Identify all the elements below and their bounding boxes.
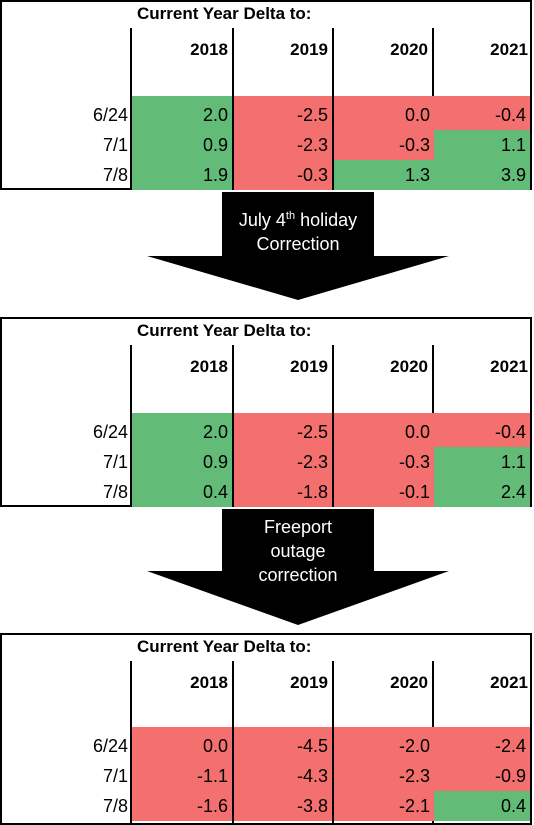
- year-header: 2021: [490, 40, 528, 59]
- year-header: 2019: [290, 357, 328, 376]
- value-cell: 0.0: [334, 413, 434, 447]
- value-cell: 0.9: [132, 447, 232, 477]
- value-cell: 1.9: [132, 160, 232, 190]
- value-cell: -0.1: [334, 477, 434, 507]
- row-label: 7/1: [102, 766, 128, 786]
- year-header: 2021: [490, 673, 528, 692]
- value-cell: -3.8: [234, 791, 332, 821]
- year-header: 2018: [190, 40, 228, 59]
- row-label: 7/1: [102, 135, 128, 155]
- value-cell: -0.3: [234, 160, 332, 190]
- value-cell: -2.4: [434, 727, 530, 761]
- arrow-down-icon: [147, 509, 449, 625]
- value-cell: 1.1: [434, 447, 530, 477]
- row-label: 6/24: [92, 422, 128, 442]
- row-label: 6/24: [92, 105, 128, 125]
- correction-arrow-1: July 4th holiday Correction: [0, 192, 534, 300]
- value-cell: 3.9: [434, 160, 530, 190]
- value-cell: -2.5: [234, 413, 332, 447]
- delta-table-1: Current Year Delta to: 2018 2019 2020 20…: [0, 0, 532, 190]
- correction-arrow-2: Freeport outage correction: [0, 509, 534, 625]
- value-cell: 1.3: [334, 160, 434, 190]
- row-label: 7/8: [102, 796, 128, 816]
- arrow-label: Freeport outage correction: [258, 517, 338, 585]
- value-cell: -1.1: [132, 761, 232, 791]
- value-cell: 2.4: [434, 477, 530, 507]
- year-header: 2020: [390, 357, 428, 376]
- row-label: 6/24: [92, 736, 128, 756]
- year-header: 2020: [390, 673, 428, 692]
- value-cell: -2.1: [334, 791, 434, 821]
- year-header: 2018: [190, 357, 228, 376]
- year-header: 2021: [490, 357, 528, 376]
- value-cell: -0.3: [334, 447, 434, 477]
- value-cell: 0.0: [132, 727, 232, 761]
- value-cell: 0.4: [434, 791, 530, 821]
- value-cell: -1.6: [132, 791, 232, 821]
- row-label: 7/8: [102, 482, 128, 502]
- value-cell: 2.0: [132, 413, 232, 447]
- value-cell: -4.3: [234, 761, 332, 791]
- year-header: 2020: [390, 40, 428, 59]
- value-cell: -0.9: [434, 761, 530, 791]
- value-cell: -0.3: [334, 130, 434, 160]
- table-title: Current Year Delta to:: [137, 321, 312, 340]
- value-cell: 0.4: [132, 477, 232, 507]
- value-cell: 2.0: [132, 96, 232, 130]
- value-cell: -2.3: [234, 130, 332, 160]
- value-cell: -0.4: [434, 413, 530, 447]
- delta-table-2: Current Year Delta to: 2018 2019 2020 20…: [0, 317, 532, 507]
- year-header: 2018: [190, 673, 228, 692]
- value-cell: -0.4: [434, 96, 530, 130]
- value-cell: -2.3: [334, 761, 434, 791]
- arrow-down-icon: [147, 192, 449, 300]
- value-cell: 0.0: [334, 96, 434, 130]
- value-cell: -2.0: [334, 727, 434, 761]
- table-title: Current Year Delta to:: [137, 637, 312, 656]
- value-cell: -2.3: [234, 447, 332, 477]
- arrow-label: July 4th holiday Correction: [238, 210, 358, 254]
- year-header: 2019: [290, 40, 328, 59]
- table-title: Current Year Delta to:: [137, 4, 312, 23]
- row-label: 7/1: [102, 452, 128, 472]
- value-cell: 0.9: [132, 130, 232, 160]
- value-cell: -1.8: [234, 477, 332, 507]
- delta-table-3: Current Year Delta to: 2018 2019 2020 20…: [0, 633, 532, 825]
- value-cell: -2.5: [234, 96, 332, 130]
- year-header: 2019: [290, 673, 328, 692]
- row-label: 7/8: [102, 165, 128, 185]
- value-cell: -4.5: [234, 727, 332, 761]
- value-cell: 1.1: [434, 130, 530, 160]
